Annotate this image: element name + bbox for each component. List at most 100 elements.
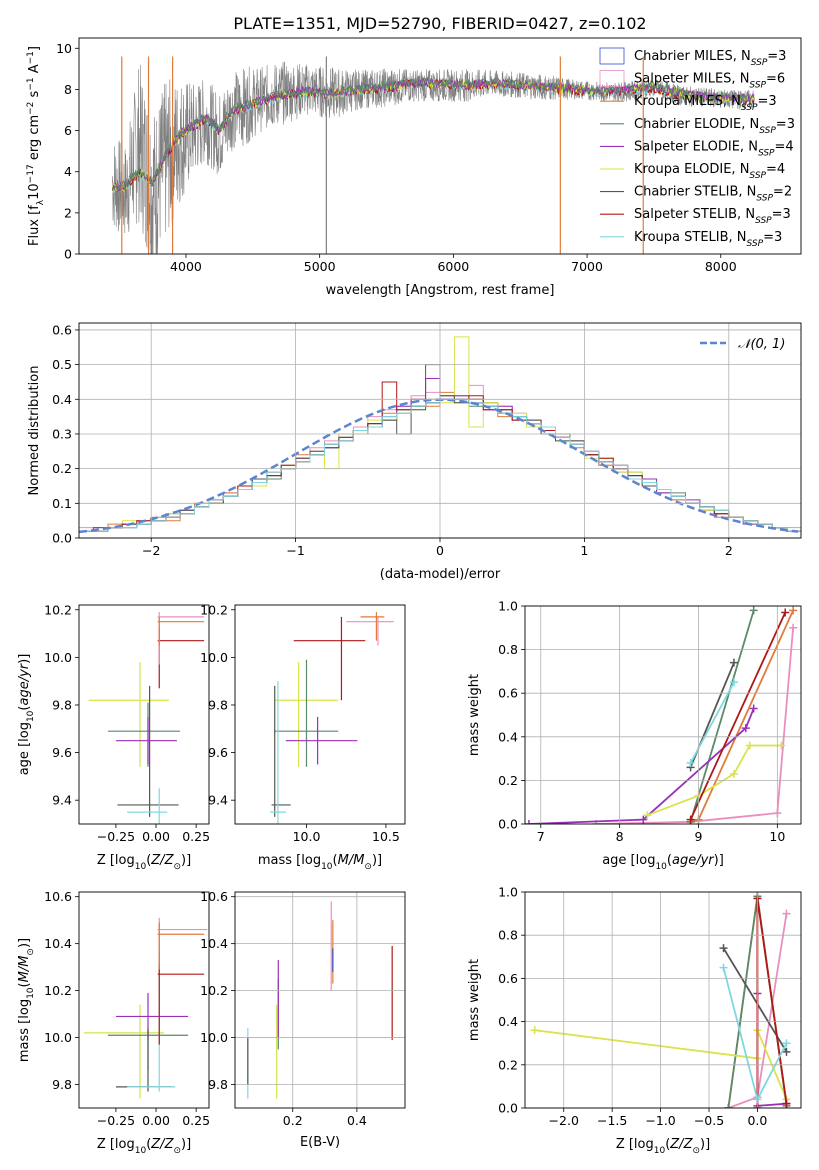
spectrum-legend-label-part: Chabrier ELODIE, [634,117,750,132]
weight_vs_age-marker [749,704,758,713]
spectrum-xtick-label: 7000 [571,259,603,274]
mass-vs-Z-ylabel-part: )] [17,938,32,948]
age-vs-mass-xlabel-part: M/M [338,853,365,868]
weight_vs_age-xlabel-part: )] [714,853,724,868]
mass_vs_ebv-ytick-label: 9.8 [208,1077,228,1092]
age_vs_mass-ytick-label: 9.6 [208,745,228,760]
spectrum-legend-label-part: SSP [747,239,764,249]
mass_vs_ebv-ytick-label: 10.4 [200,936,228,951]
mass-vs-Z-ylabel-part: 10 [26,987,36,999]
spectrum-legend-label-part: N [748,139,758,154]
weight_vs_Z-xlabel-part: Z/Z [669,1137,693,1152]
age-vs-Z-xlabel-part: Z [log [97,853,135,868]
weight_vs_Z-marker [719,944,728,953]
age_vs_mass-plot-area [269,612,394,824]
spectrum-legend-label-part: Chabrier MILES, [634,49,741,64]
weight_vs_age-ylabel: mass weight [467,674,482,756]
spectrum-ytick-label: 6 [64,123,72,138]
spectrum-legend-label: Salpeter MILES, NSSP=6 [634,72,785,91]
spectrum-xtick-label: 5000 [304,259,336,274]
weight_vs_age-series-line [689,610,755,823]
mass_vs_Z-ytick-label: 10.0 [44,1030,72,1045]
mass_vs_ebv-ytick-label: 10.6 [200,889,228,904]
spectrum-xtick-label: 6000 [437,259,469,274]
age-vs-mass-xlabel-part: ( [333,853,338,868]
spectrum-legend-label-part: SSP [758,148,775,158]
weight_vs_age-marker [729,658,738,667]
legend-box-marker [599,47,625,65]
weight_vs_age-marker [749,606,758,615]
weight_vs_age-series-line [595,627,794,824]
mass_vs_Z-ytick-label: 10.2 [44,983,72,998]
mass-vs-Z-ylabel-part: ⊙ [26,948,36,956]
age-vs-Z-xlabel-part: ( [146,853,151,868]
age_vs_mass-ytick-label: 10.0 [200,650,228,665]
age-vs-Z-ylabel-part: 10 [26,710,36,722]
mass_vs_Z-ytick-label: 10.4 [44,936,72,951]
spectrum-ylabel-part: s [27,90,42,101]
spectrum-legend-entry: Kroupa STELIB, NSSP=3 [600,230,782,249]
mass_vs_Z-ytick-label: 9.8 [52,1077,72,1092]
residuals-ytick-label: 0.0 [52,531,72,546]
spectrum-model-line [111,76,755,193]
weight_vs_age-marker [729,769,738,778]
weight_vs_age-marker [789,606,798,615]
weight_vs_Z-xtick-label: −2.0 [549,1113,579,1128]
spectrum-legend-label-part: N [737,230,747,245]
spectrum-legend-label-part: N [741,49,751,64]
age-vs-Z-xlabel-part: 10 [135,862,147,872]
spectrum-legend-label-part: =3 [763,230,782,245]
spectrum-legend-label-part: Salpeter STELIB, [634,207,745,222]
age-vs-Z-xlabel-part: ⊙ [173,862,181,872]
spectrum-legend-label-part: SSP [749,171,766,181]
spectrum-ylabel-part: ] [27,46,42,51]
age_vs_Z-panel: −0.25 0.00 0.259.49.69.810.010.2Z [log10(Z… [17,602,210,872]
residuals-ytick-label: 0.2 [52,461,72,476]
spectrum-legend-label-part: Kroupa MILES, [634,94,731,109]
spectrum-ylabel-part: 10 [27,183,42,200]
mass_vs_Z-xtick-label: 0.00 [142,1113,170,1128]
spectrum-legend-label: Salpeter STELIB, NSSP=3 [634,207,791,226]
spectrum-legend-label-part: Kroupa ELODIE, [634,162,740,177]
age_vs_mass-ytick-label: 9.8 [208,697,228,712]
mass_vs_Z-frame [78,891,210,1109]
weight_vs_Z-marker [782,1047,791,1056]
weight_vs_age-marker [525,820,533,824]
spectrum-legend-label: Chabrier MILES, NSSP=3 [634,49,786,68]
age-vs-mass-xlabel-part: )] [372,853,382,868]
weight_vs_Z-marker [782,909,791,918]
spectrum-xtick-label: 8000 [705,259,737,274]
weight_vs_age-xtick-label: 9 [695,829,703,844]
weight_vs_Z-xlabel: Z [log10(Z/Z⊙)] [616,1137,710,1156]
weight_vs_age-series-line [689,612,787,820]
spectrum-legend-label-part: N [745,207,755,222]
spectrum-legend-entry: Salpeter ELODIE, NSSP=4 [600,139,794,158]
age-vs-Z-ylabel-part: ( [17,706,32,711]
age_vs_Z-frame [78,604,210,825]
mass-vs-ebv-xlabel: E(B-V) [300,1135,340,1150]
mass_vs_ebv-panel: 0.2 0.4 9.8 10.0 10.2 10.4 10.6 E(B-V) [200,889,406,1150]
weight_vs_age-marker [639,815,648,824]
mass_vs_Z-ytick-label: 10.6 [44,889,72,904]
spectrum-ylabel-part: −1 [26,77,36,90]
spectrum-legend-entry: Kroupa MILES, NSSP=3 [600,94,777,113]
weight_vs_age-marker [781,608,790,617]
normal-curve [79,398,799,534]
spectrum-legend-label-part: =6 [766,72,785,87]
age_vs_mass-xtick-label: 10.0 [293,829,321,844]
spectrum-legend-label: Salpeter ELODIE, NSSP=4 [634,139,794,158]
spectrum-legend-entry: Salpeter MILES, NSSP=6 [599,70,785,91]
mass-vs-Z-xlabel-part: )] [181,1137,191,1152]
mass-vs-Z-ylabel-part: mass [log [17,999,32,1062]
spectrum-legend-label-part: Kroupa STELIB, [634,230,737,245]
residuals-ytick-label: 0.6 [52,322,72,337]
age_vs_mass-frame [234,604,406,825]
spectrum-legend-label: Chabrier STELIB, NSSP=2 [634,185,792,204]
age-vs-mass-xlabel: mass [log10(M/M⊙)] [258,853,382,872]
weight_vs_age-xtick-label: 7 [537,829,545,844]
weight_vs_age-series-line [528,708,755,824]
spectrum-legend-entry: Salpeter STELIB, NSSP=3 [600,207,791,226]
weight_vs_age-series-line [689,681,735,764]
spectrum-ylabel-part: −1 [26,51,36,64]
